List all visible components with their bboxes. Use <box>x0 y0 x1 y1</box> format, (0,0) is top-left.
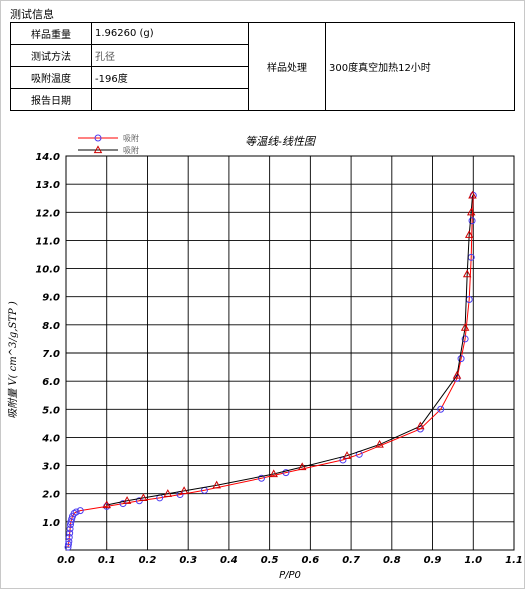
adsorption-temp-value: -196度 <box>91 66 249 89</box>
triangle-marker <box>93 145 103 154</box>
y-tick-label: 13.0 <box>35 180 60 191</box>
x-tick-label: 0.7 <box>342 555 360 566</box>
x-tick-label: 0.8 <box>383 555 401 566</box>
x-tick-label: 0.9 <box>424 555 442 566</box>
triangle-marker <box>464 230 474 238</box>
y-tick-label: 11.0 <box>35 236 60 247</box>
table-row: 报告日期 <box>10 88 515 111</box>
triangle-marker <box>416 421 425 430</box>
isotherm-chart: 0.0 0.1 0.2 0.3 0.4 0.5 0.6 0.7 0.8 0.9 1.0 1.1 1.0 2… <box>7 133 523 581</box>
x-tick-label: 0.0 <box>57 555 75 566</box>
circle-marker <box>76 507 84 515</box>
circle-marker <box>70 509 78 517</box>
table-row: 样品重量 1.96260 (g) 样品处理 300度真空加热12小时 <box>10 22 515 111</box>
sample-weight-label: 样品重量 <box>10 22 92 45</box>
circle-marker <box>66 525 74 533</box>
y-tick-label: 5.0 <box>42 405 60 416</box>
triangle-marker <box>269 469 278 478</box>
adsorption-temp-label: 吸附温度 <box>10 66 92 89</box>
legend-label: 吸附 <box>123 133 139 143</box>
x-tick-label: 1.0 <box>464 555 482 566</box>
y-tick-label: 1.0 <box>42 518 60 529</box>
x-axis-label: P/P0 <box>279 570 301 581</box>
circle-marker <box>94 134 102 142</box>
triangle-marker <box>179 486 189 494</box>
grid <box>65 155 515 551</box>
x-tick-label: 0.3 <box>179 555 197 566</box>
triangle-marker <box>460 323 470 331</box>
sample-treatment-value: 300度真空加热12小时 <box>325 22 515 111</box>
y-tick-label: 7.0 <box>42 349 60 360</box>
section-title: 测试信息 <box>10 8 54 21</box>
x-tick-label: 1.1 <box>505 555 523 566</box>
triangle-marker <box>462 269 472 278</box>
y-tick-label: 14.0 <box>35 152 60 163</box>
triangle-marker <box>466 207 476 216</box>
report-date-label: 报告日期 <box>10 88 92 111</box>
triangle-marker <box>375 439 384 448</box>
table-row: 吸附温度 -196度 <box>10 66 515 89</box>
x-tick-label: 0.2 <box>139 555 157 566</box>
circle-marker <box>437 405 445 413</box>
triangle-marker <box>139 493 148 502</box>
circle-marker <box>72 508 80 516</box>
sample-weight-value: 1.96260 (g) <box>91 22 249 45</box>
y-tick-label: 8.0 <box>42 321 60 332</box>
circle-marker <box>66 529 74 537</box>
x-tick-label: 0.4 <box>220 555 238 566</box>
circle-marker <box>65 533 73 541</box>
report-date-value <box>91 88 249 111</box>
circle-marker <box>64 540 72 548</box>
triangle-marker <box>468 190 477 199</box>
tick-labels: 0.0 0.1 0.2 0.3 0.4 0.5 0.6 0.7 0.8 0.9 1.0 1.1 1.0 2… <box>35 152 523 566</box>
triangle-marker <box>342 451 352 459</box>
test-method-value: 孔径 <box>91 44 249 67</box>
triangle-marker <box>163 489 173 497</box>
circle-marker <box>68 515 76 523</box>
y-tick-label: 6.0 <box>42 377 60 388</box>
x-tick-label: 0.6 <box>302 555 320 566</box>
x-tick-label: 0.1 <box>98 555 116 566</box>
series-1 <box>64 191 477 551</box>
y-axis-label: 吸附量 V( cm^3/g,STP ) <box>7 301 19 419</box>
triangle-marker <box>102 500 111 509</box>
series-line <box>67 195 474 548</box>
y-tick-label: 4.0 <box>41 433 60 444</box>
triangle-marker <box>297 462 307 471</box>
x-tick-label: 0.5 <box>261 555 279 566</box>
triangle-marker <box>452 370 462 379</box>
y-tick-label: 9.0 <box>42 293 60 304</box>
circle-marker <box>282 469 290 477</box>
circle-marker <box>257 474 265 482</box>
circle-marker <box>461 335 469 343</box>
circle-marker <box>468 217 476 225</box>
y-tick-label: 2.0 <box>42 490 60 501</box>
legend-label: 吸附 <box>123 145 139 155</box>
sample-treatment-label: 样品处理 <box>248 22 326 111</box>
test-method-label: 测试方法 <box>10 44 92 67</box>
y-tick-label: 12.0 <box>35 208 60 219</box>
circle-marker <box>65 538 73 546</box>
info-table: 样品重量 1.96260 (g) 样品处理 300度真空加热12小时 测试方法 … <box>10 22 515 111</box>
triangle-marker <box>122 496 132 504</box>
triangle-marker <box>212 480 221 489</box>
series-2 <box>102 190 477 509</box>
series-line <box>106 195 473 506</box>
circle-marker <box>457 355 465 363</box>
chart-title: 等温线-线性图 <box>245 135 317 148</box>
y-tick-label: 3.0 <box>42 462 60 473</box>
series-group <box>64 190 477 551</box>
y-tick-label: 10.0 <box>35 265 60 276</box>
